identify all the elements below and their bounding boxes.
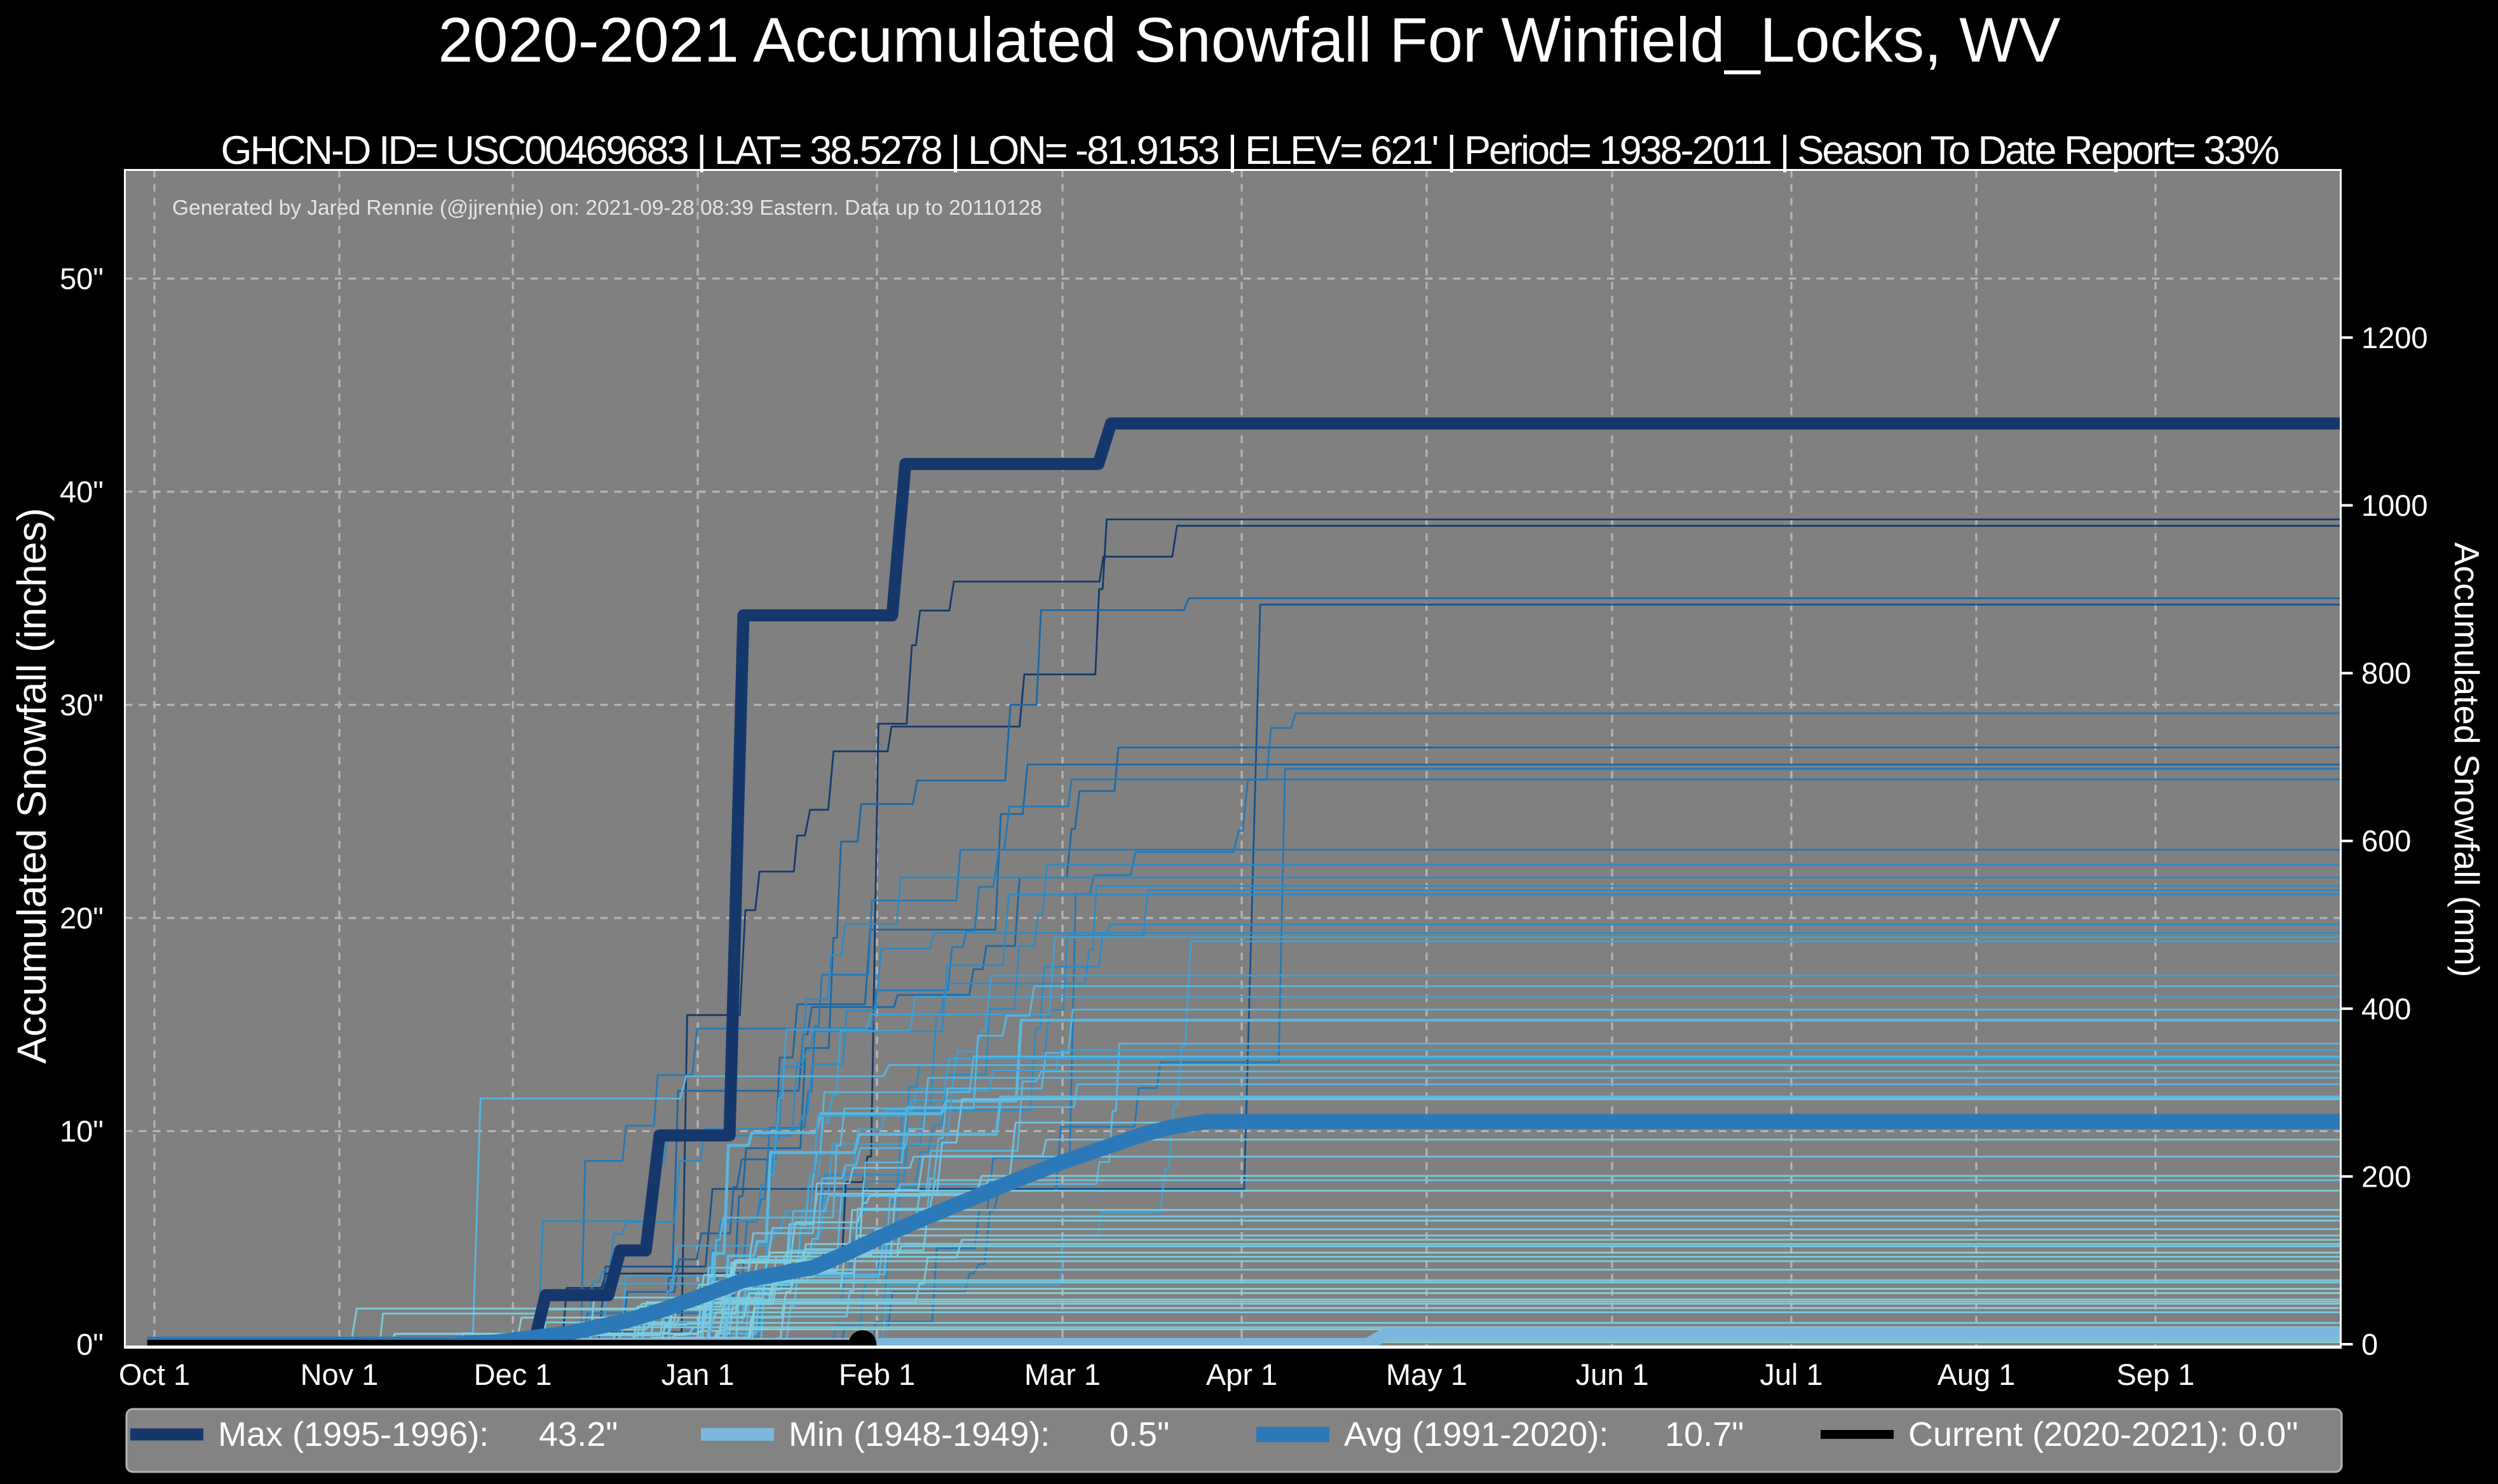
svg-text:600: 600 (2361, 824, 2411, 858)
svg-text:800: 800 (2361, 656, 2411, 690)
svg-text:400: 400 (2361, 992, 2411, 1025)
svg-text:0.5": 0.5" (1110, 1415, 1169, 1454)
svg-text:40": 40" (60, 475, 104, 509)
svg-text:20": 20" (60, 901, 104, 935)
svg-text:Dec 1: Dec 1 (474, 1358, 552, 1391)
svg-text:1000: 1000 (2361, 489, 2428, 522)
svg-text:GHCN-D ID= USC00469683 | LAT=: GHCN-D ID= USC00469683 | LAT= 38.5278 | … (221, 128, 2278, 173)
svg-text:Feb 1: Feb 1 (839, 1358, 915, 1391)
svg-text:10": 10" (60, 1114, 104, 1148)
svg-text:0": 0" (76, 1328, 104, 1361)
svg-text:30": 30" (60, 688, 104, 722)
svg-text:10.7": 10.7" (1665, 1415, 1744, 1454)
svg-text:200: 200 (2361, 1159, 2411, 1193)
svg-text:Jun 1: Jun 1 (1576, 1358, 1649, 1391)
svg-text:May 1: May 1 (1386, 1358, 1467, 1391)
svg-text:2020-2021 Accumulated Snowfall: 2020-2021 Accumulated Snowfall For Winfi… (438, 4, 2060, 75)
svg-text:1200: 1200 (2361, 321, 2428, 354)
svg-text:Max (1995-1996):: Max (1995-1996): (218, 1415, 489, 1454)
svg-text:Jan 1: Jan 1 (662, 1358, 735, 1391)
svg-text:0: 0 (2361, 1328, 2378, 1361)
svg-text:Oct 1: Oct 1 (119, 1358, 190, 1391)
svg-text:43.2": 43.2" (539, 1415, 618, 1454)
svg-text:Apr 1: Apr 1 (1206, 1358, 1277, 1391)
svg-text:Min (1948-1949):: Min (1948-1949): (789, 1415, 1050, 1454)
svg-text:Nov 1: Nov 1 (301, 1358, 379, 1391)
svg-text:Generated by Jared Rennie (@jj: Generated by Jared Rennie (@jjrennie) on… (172, 196, 1042, 220)
svg-text:Mar 1: Mar 1 (1024, 1358, 1101, 1391)
svg-text:Jul 1: Jul 1 (1760, 1358, 1823, 1391)
svg-text:50": 50" (60, 262, 104, 295)
svg-text:Current (2020-2021): 0.0": Current (2020-2021): 0.0" (1908, 1415, 2298, 1454)
svg-text:Accumulated Snowfall (inches): Accumulated Snowfall (inches) (9, 508, 55, 1063)
svg-text:Aug 1: Aug 1 (1938, 1358, 2016, 1391)
svg-text:Avg (1991-2020):: Avg (1991-2020): (1344, 1415, 1608, 1454)
svg-text:Sep 1: Sep 1 (2117, 1358, 2195, 1391)
svg-text:Accumulated Snowfall (mm): Accumulated Snowfall (mm) (2447, 543, 2487, 978)
